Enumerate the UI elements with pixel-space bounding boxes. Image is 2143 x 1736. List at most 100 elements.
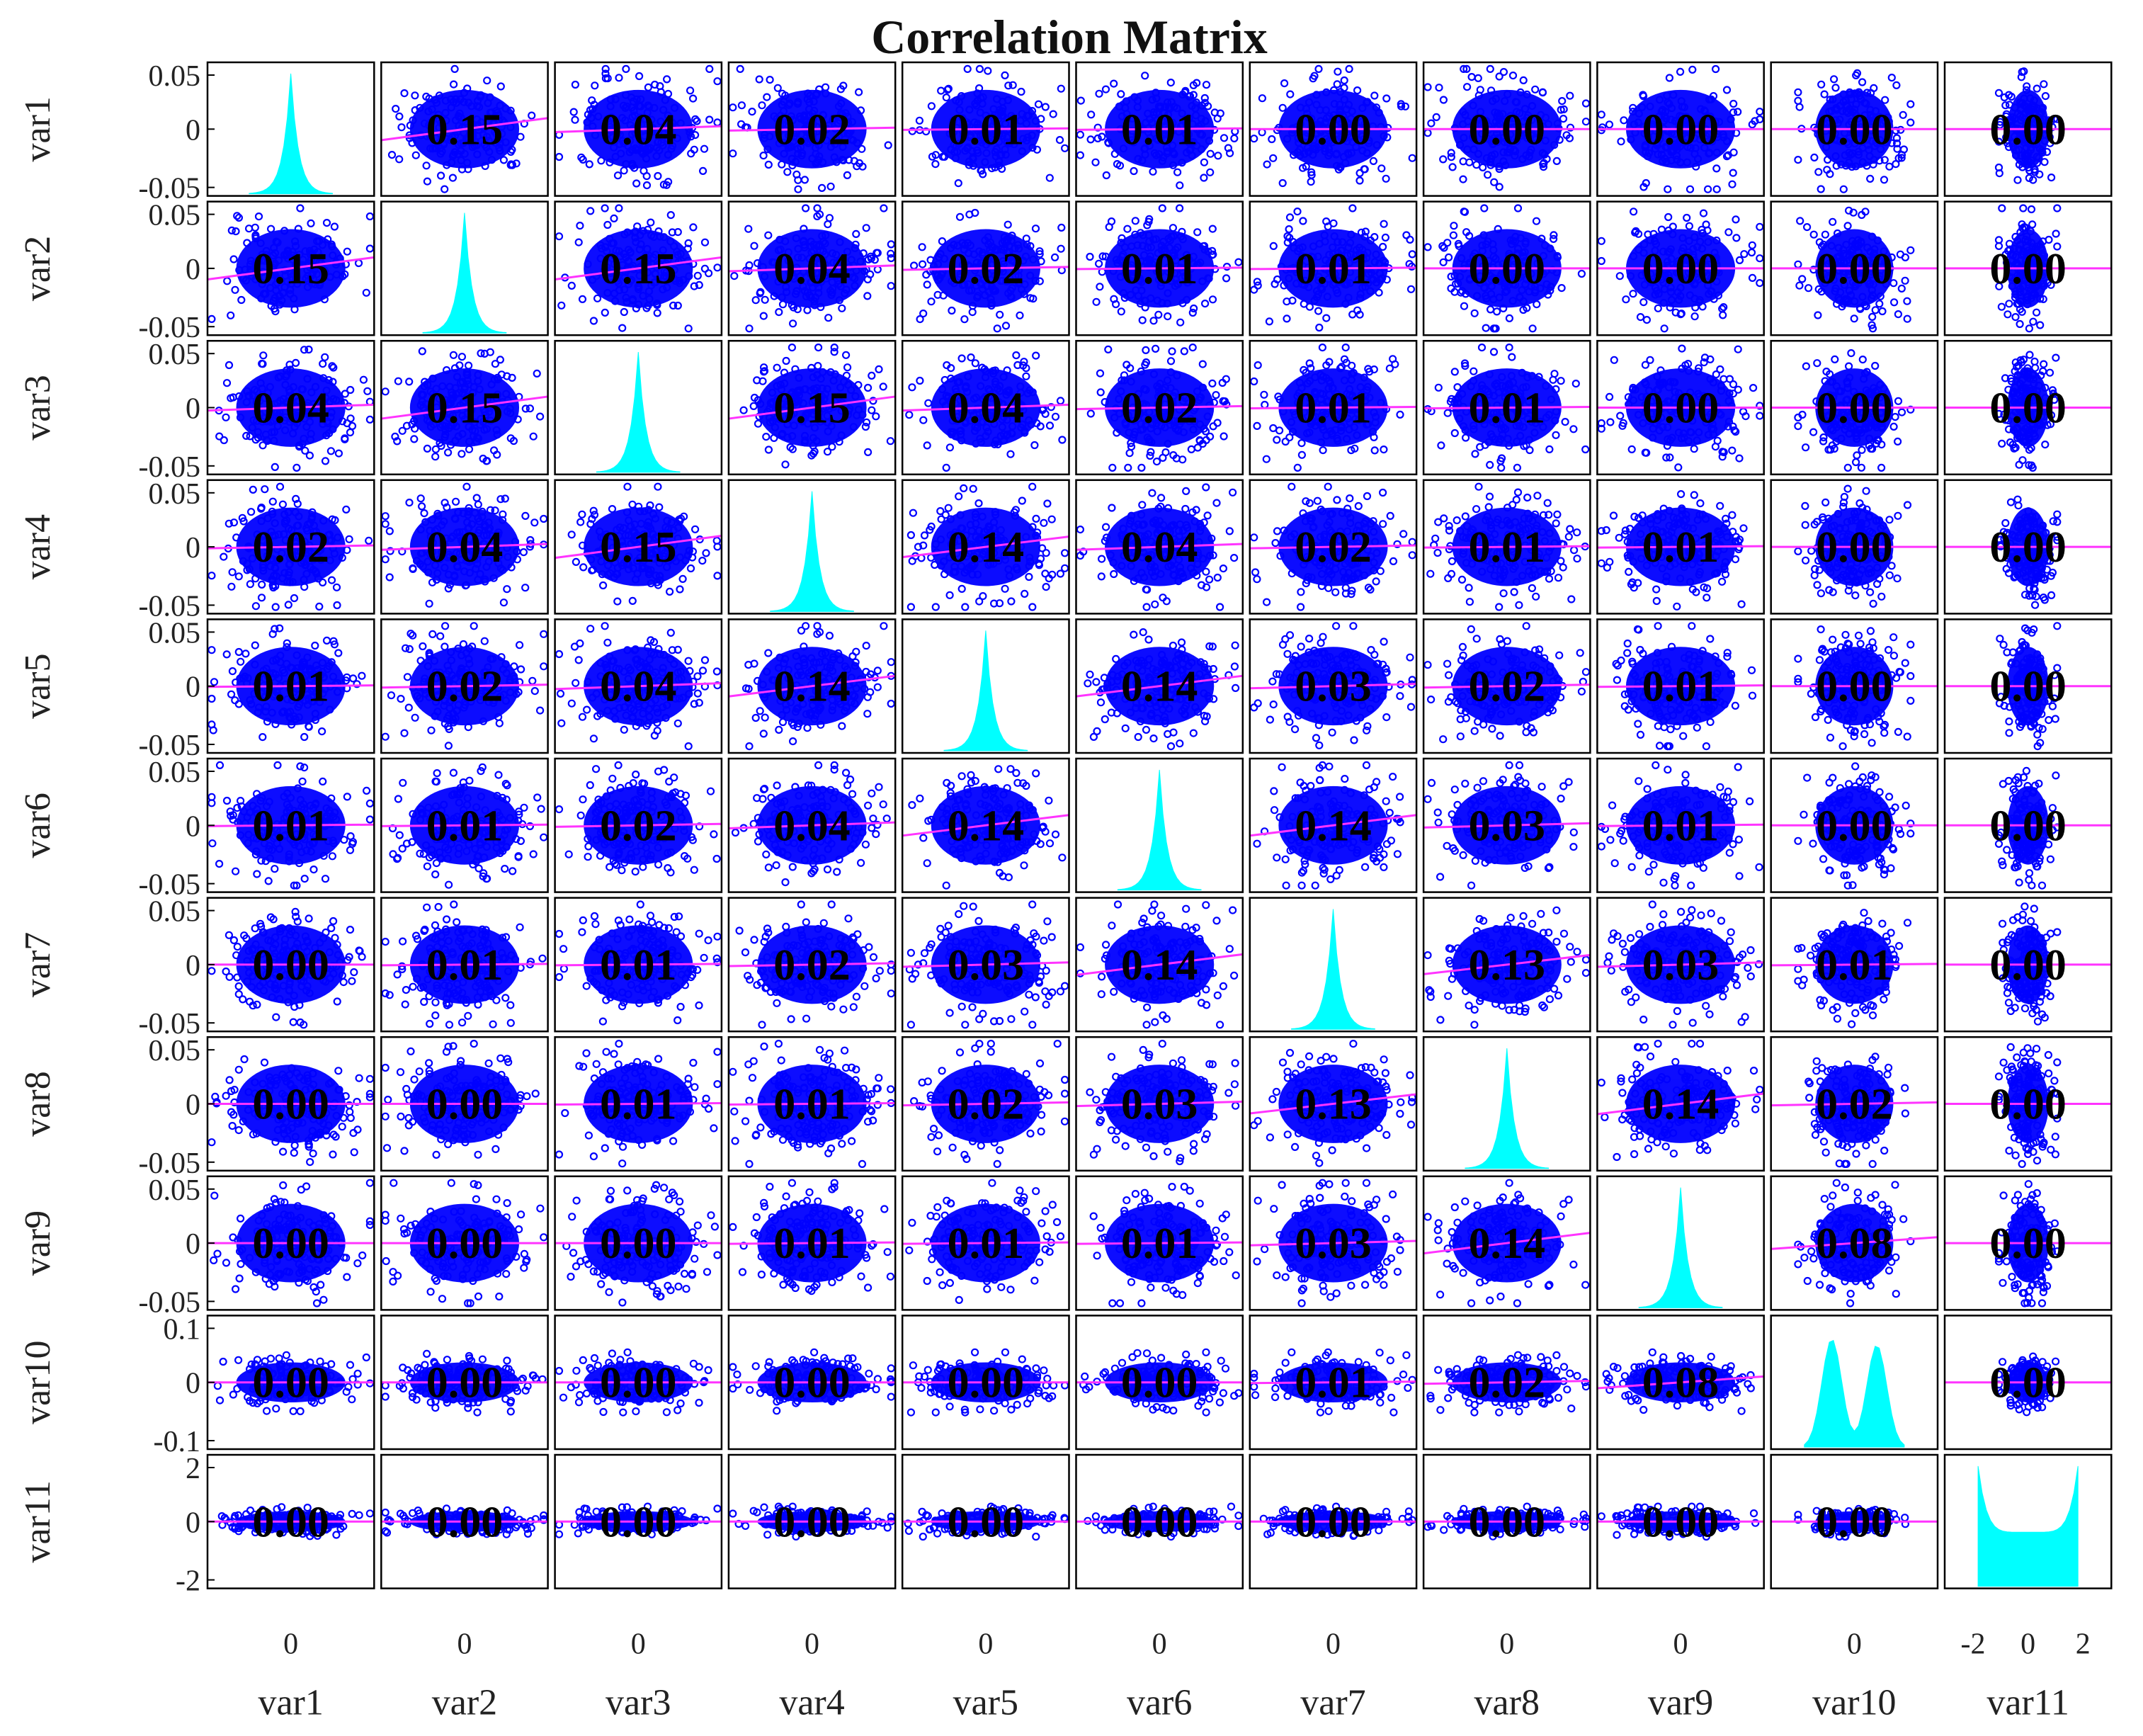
panel-var2-var6: 0.01 [1075,200,1244,336]
fit-line [1597,684,1764,688]
panel-frame [1249,61,1418,197]
fit-line [208,544,375,550]
panel-var5-var4: 0.14 [727,618,897,754]
panel-frame [1770,1315,1939,1451]
correlation-label: 0.01 [1642,802,1719,850]
panel-var9-var5: 0.01 [901,1175,1070,1311]
fit-line [1597,961,1764,968]
panel-var7-var11: 0.00 [1943,897,2113,1033]
y-tick-label: 0 [186,671,200,704]
panel-frame [554,61,723,197]
panel-var1-var11: 0.00 [1943,61,2113,197]
y-tick-label: 0.05 [149,200,201,232]
panel-var10-var11: 0.00 [1943,1315,2113,1451]
panel-frame [1770,200,1939,336]
correlation-label: 0.02 [773,941,851,989]
fit-line [381,395,548,420]
correlation-label: 0.04 [1121,523,1198,572]
correlation-label: 0.00 [1816,663,1893,711]
correlation-label: 0.00 [1989,106,2067,154]
scatter-points [908,765,1067,890]
panel-frame [1249,757,1418,893]
fit-line [381,543,548,551]
correlation-label: 0.00 [1295,1498,1372,1546]
fit-line [1249,544,1417,550]
correlation-label: 0.01 [1469,385,1546,433]
fit-line [1249,266,1417,271]
panel-frame [901,897,1070,1033]
y-tick-label: -0.05 [139,312,201,344]
panel-var10-var9: 0.08 [1596,1315,1765,1451]
y-tick-label: -0.05 [139,173,201,205]
correlation-label: 0.04 [773,802,851,850]
panel-frame [380,479,549,615]
fit-line [902,535,1069,559]
correlation-label: 0.00 [1816,385,1893,433]
fit-line [555,1101,722,1106]
scatter-points [208,1055,375,1167]
x-tick-label: 0 [2020,1628,2035,1661]
panel-var4-var4 [727,479,897,615]
panel-var9-var3: 0.00 [554,1175,723,1311]
panel-frame [901,61,1070,197]
panel-frame [1422,1036,1591,1172]
correlation-label: 0.00 [1642,385,1719,433]
panel-frame [1770,1453,1939,1589]
fit-line [1423,1232,1591,1255]
x-tick-label: 2 [2076,1628,2091,1661]
fit-line [1423,545,1591,549]
panel-var5-var1: 0.01 [206,618,375,754]
panel-var7-var7 [1249,897,1418,1033]
panel-frame [727,1315,897,1451]
correlation-label: 0.00 [1989,1359,2067,1407]
fit-line [1423,1380,1591,1385]
row-label-var5: var5 [18,653,58,718]
panel-var3-var4: 0.15 [727,339,897,476]
panel-var11-var8: 0.00 [1422,1453,1591,1589]
fit-line [902,403,1069,412]
panel-frame [1422,1453,1591,1589]
panel-frame [1075,618,1244,754]
panel-frame [1770,1036,1939,1172]
correlation-label: 0.15 [600,245,677,293]
correlation-label: 0.00 [1816,523,1893,572]
fit-line [902,127,1069,131]
panel-var6-var3: 0.02 [554,757,723,893]
fit-line [208,684,375,688]
panel-frame [1943,61,2113,197]
fit-line [728,1101,896,1106]
histogram-var5 [943,630,1028,751]
panel-frame [554,1036,723,1172]
fit-line [555,535,722,560]
panel-frame [380,61,549,197]
panel-frame [727,479,897,615]
correlation-label: 0.14 [1295,802,1372,850]
correlation-label: 0.00 [1469,106,1546,154]
correlation-label: 0.00 [1642,245,1719,293]
fit-line [1423,953,1591,975]
y-tick-label: 0 [186,254,200,286]
panel-frame [554,1315,723,1451]
panel-frame [1596,897,1765,1033]
col-label-var6: var6 [1127,1683,1192,1723]
fit-line [1249,814,1417,837]
panel-frame [727,757,897,893]
panel-var2-var4: 0.04 [727,200,897,336]
y-tick-label: 0.05 [149,1035,201,1067]
panel-var5-var11: 0.00 [1943,618,2113,754]
panel-var1-var10: 0.00 [1770,61,1939,197]
panel-var4-var10: 0.00 [1770,479,1939,615]
correlation-label: 0.00 [1989,1220,2067,1268]
panel-var9-var4: 0.01 [727,1175,897,1311]
fit-line [381,683,548,689]
panel-frame [1770,618,1939,754]
panel-var7-var4: 0.02 [727,897,897,1033]
panel-frame [1249,897,1418,1033]
correlation-label: 0.00 [1469,1498,1546,1546]
panel-var10-var6: 0.00 [1075,1315,1244,1451]
correlation-label: 0.01 [252,802,329,850]
fit-line [1423,822,1591,829]
y-tick-label: 0 [186,1368,200,1400]
panel-var10-var1: 0.00 [206,1315,375,1451]
panel-var10-var8: 0.02 [1422,1315,1591,1451]
